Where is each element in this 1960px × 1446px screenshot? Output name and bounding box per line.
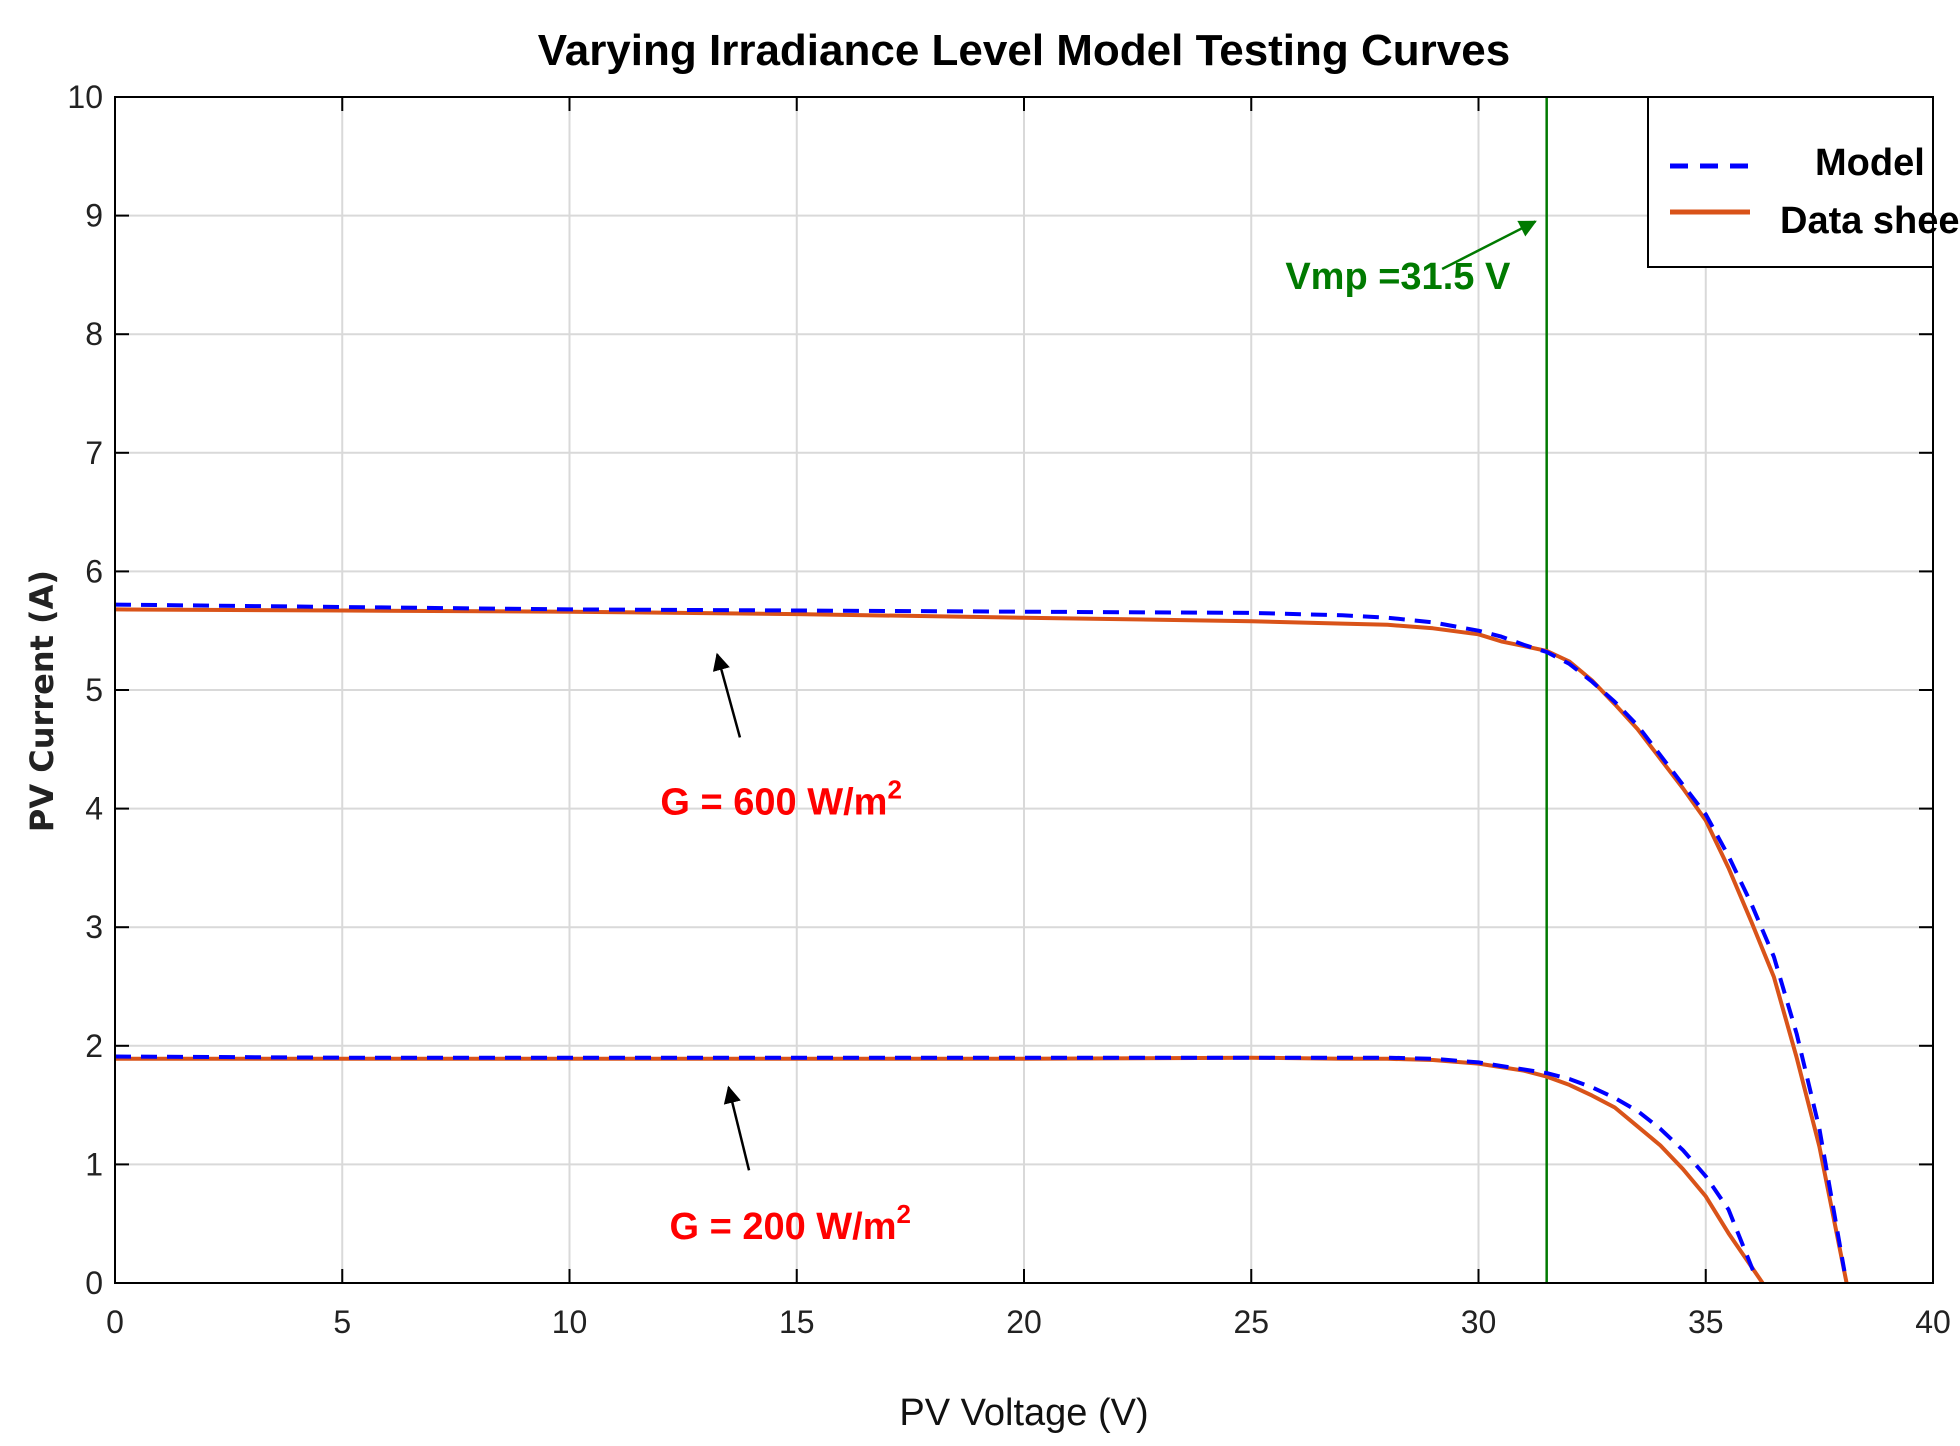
x-tick-label: 10 bbox=[552, 1304, 588, 1340]
annotation-superscript: 2 bbox=[897, 1199, 911, 1229]
x-tick-label: 25 bbox=[1233, 1304, 1269, 1340]
y-tick-label: 5 bbox=[85, 672, 103, 708]
y-axis-label: PV Current (A) bbox=[23, 570, 61, 832]
plot-frame bbox=[114, 96, 1934, 1284]
annotation-arrow bbox=[723, 1085, 751, 1171]
annotation-text: G = 200 W/m bbox=[669, 1206, 896, 1248]
vmp-label: Vmp =31.5 V bbox=[1285, 256, 1511, 298]
chart-title: Varying Irradiance Level Model Testing C… bbox=[538, 26, 1510, 75]
irradiance-label: G = 600 W/m2 bbox=[660, 775, 902, 824]
x-tick-label: 20 bbox=[1006, 1304, 1042, 1340]
annotation-text: Vmp =31.5 V bbox=[1285, 256, 1511, 298]
x-tick-label: 5 bbox=[333, 1304, 351, 1340]
legend-datasheet-label: Data sheet bbox=[1780, 200, 1960, 242]
legend: Model Data sheet bbox=[1647, 96, 1960, 268]
annotation-arrow bbox=[712, 652, 742, 738]
y-tick-label: 2 bbox=[85, 1028, 103, 1064]
annotation-arrow bbox=[1441, 220, 1537, 271]
x-axis-ticks: 0 5 10 15 20 25 30 35 40 bbox=[106, 97, 1951, 1340]
y-tick-label: 4 bbox=[85, 791, 103, 827]
y-tick-label: 0 bbox=[85, 1265, 103, 1301]
annotation-superscript: 2 bbox=[887, 775, 901, 805]
x-tick-label: 0 bbox=[106, 1304, 124, 1340]
y-tick-label: 9 bbox=[85, 198, 103, 234]
x-tick-label: 40 bbox=[1915, 1304, 1951, 1340]
y-tick-label: 7 bbox=[85, 435, 103, 471]
y-tick-label: 3 bbox=[85, 909, 103, 945]
annotation-text: G = 600 W/m bbox=[660, 782, 887, 824]
series-lines bbox=[114, 602, 1849, 1285]
y-tick-label: 10 bbox=[67, 79, 103, 115]
series-line-model-600 bbox=[114, 602, 1847, 1272]
x-tick-label: 15 bbox=[779, 1304, 815, 1340]
x-tick-label: 35 bbox=[1688, 1304, 1724, 1340]
grid-lines bbox=[115, 97, 1933, 1283]
x-axis-label: PV Voltage (V) bbox=[899, 1392, 1148, 1434]
legend-box bbox=[1647, 96, 1934, 268]
y-tick-label: 1 bbox=[85, 1146, 103, 1182]
series-line-model-200 bbox=[114, 1054, 1758, 1278]
series-line-data-sheet-600 bbox=[114, 607, 1849, 1284]
x-tick-label: 30 bbox=[1461, 1304, 1497, 1340]
irradiance-label: G = 200 W/m2 bbox=[669, 1199, 911, 1248]
y-tick-label: 6 bbox=[85, 553, 103, 589]
y-tick-label: 8 bbox=[85, 316, 103, 352]
legend-model-label: Model bbox=[1815, 142, 1925, 184]
y-axis-ticks: 0 1 2 3 4 5 6 7 8 9 10 bbox=[67, 79, 1933, 1301]
